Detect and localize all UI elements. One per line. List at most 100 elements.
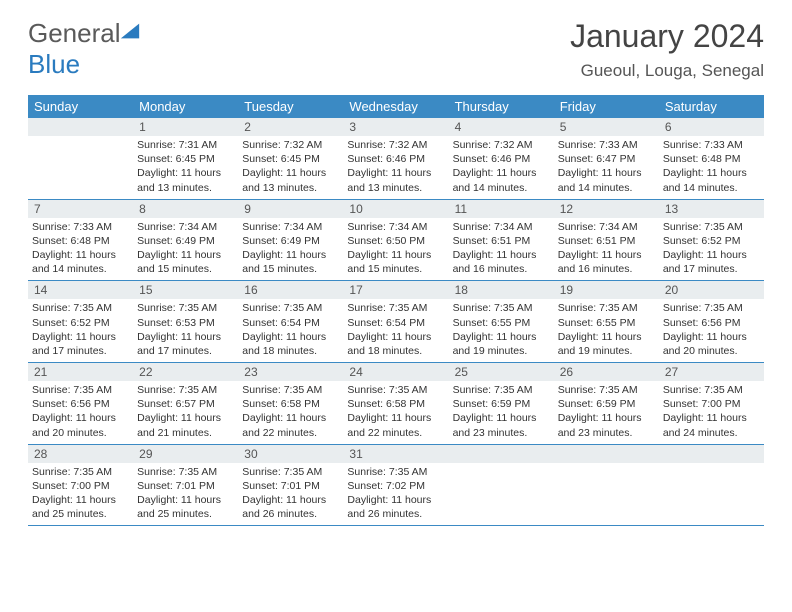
sunset-text: Sunset: 6:58 PM (242, 397, 339, 411)
day-content: Sunrise: 7:32 AMSunset: 6:46 PMDaylight:… (453, 138, 550, 195)
brand-text-1: General (28, 18, 121, 48)
day-content: Sunrise: 7:35 AMSunset: 6:54 PMDaylight:… (347, 301, 444, 358)
day-content: Sunrise: 7:31 AMSunset: 6:45 PMDaylight:… (137, 138, 234, 195)
daylight-text: Daylight: 11 hours and 21 minutes. (137, 411, 234, 439)
day-cell: Sunrise: 7:35 AMSunset: 6:58 PMDaylight:… (238, 381, 343, 444)
sunset-text: Sunset: 6:53 PM (137, 316, 234, 330)
day-content: Sunrise: 7:35 AMSunset: 7:01 PMDaylight:… (137, 465, 234, 522)
daylight-text: Daylight: 11 hours and 17 minutes. (663, 248, 760, 276)
day-content: Sunrise: 7:35 AMSunset: 6:52 PMDaylight:… (32, 301, 129, 358)
day-number (659, 444, 764, 463)
day-cell: Sunrise: 7:35 AMSunset: 6:56 PMDaylight:… (659, 299, 764, 362)
sunrise-text: Sunrise: 7:35 AM (137, 383, 234, 397)
sunrise-text: Sunrise: 7:35 AM (453, 301, 550, 315)
day-content: Sunrise: 7:35 AMSunset: 7:00 PMDaylight:… (32, 465, 129, 522)
sunset-text: Sunset: 6:54 PM (242, 316, 339, 330)
month-title: January 2024 (570, 18, 764, 55)
brand-text: GeneralBlue (28, 18, 141, 80)
day-number (554, 444, 659, 463)
day-cell: Sunrise: 7:35 AMSunset: 6:52 PMDaylight:… (28, 299, 133, 362)
day-cell: Sunrise: 7:35 AMSunset: 6:57 PMDaylight:… (133, 381, 238, 444)
day-cell: Sunrise: 7:33 AMSunset: 6:47 PMDaylight:… (554, 136, 659, 199)
day-cell: Sunrise: 7:34 AMSunset: 6:50 PMDaylight:… (343, 218, 448, 281)
day-cell: Sunrise: 7:35 AMSunset: 6:59 PMDaylight:… (554, 381, 659, 444)
day-content: Sunrise: 7:35 AMSunset: 7:00 PMDaylight:… (663, 383, 760, 440)
daylight-text: Daylight: 11 hours and 22 minutes. (347, 411, 444, 439)
day-number: 18 (449, 281, 554, 300)
day-number-row: 21222324252627 (28, 363, 764, 382)
weekday-header: Saturday (659, 95, 764, 118)
day-cell: Sunrise: 7:35 AMSunset: 6:59 PMDaylight:… (449, 381, 554, 444)
day-cell: Sunrise: 7:35 AMSunset: 6:58 PMDaylight:… (343, 381, 448, 444)
sunset-text: Sunset: 7:01 PM (137, 479, 234, 493)
sunrise-text: Sunrise: 7:34 AM (347, 220, 444, 234)
sunset-text: Sunset: 6:45 PM (242, 152, 339, 166)
day-cell: Sunrise: 7:34 AMSunset: 6:51 PMDaylight:… (449, 218, 554, 281)
daylight-text: Daylight: 11 hours and 23 minutes. (558, 411, 655, 439)
sunset-text: Sunset: 6:59 PM (558, 397, 655, 411)
sunrise-text: Sunrise: 7:35 AM (242, 465, 339, 479)
weekday-header-row: SundayMondayTuesdayWednesdayThursdayFrid… (28, 95, 764, 118)
sunset-text: Sunset: 6:49 PM (242, 234, 339, 248)
weekday-header: Monday (133, 95, 238, 118)
day-number: 2 (238, 118, 343, 136)
sunset-text: Sunset: 6:49 PM (137, 234, 234, 248)
daylight-text: Daylight: 11 hours and 20 minutes. (663, 330, 760, 358)
sunrise-text: Sunrise: 7:35 AM (242, 383, 339, 397)
day-content: Sunrise: 7:34 AMSunset: 6:51 PMDaylight:… (558, 220, 655, 277)
daylight-text: Daylight: 11 hours and 25 minutes. (137, 493, 234, 521)
day-number: 26 (554, 363, 659, 382)
daylight-text: Daylight: 11 hours and 16 minutes. (453, 248, 550, 276)
sunset-text: Sunset: 6:56 PM (663, 316, 760, 330)
day-cell: Sunrise: 7:35 AMSunset: 7:01 PMDaylight:… (133, 463, 238, 526)
daylight-text: Daylight: 11 hours and 18 minutes. (347, 330, 444, 358)
day-number (449, 444, 554, 463)
day-cell (28, 136, 133, 199)
daylight-text: Daylight: 11 hours and 26 minutes. (347, 493, 444, 521)
day-number: 7 (28, 199, 133, 218)
sunrise-text: Sunrise: 7:35 AM (242, 301, 339, 315)
day-cell: Sunrise: 7:35 AMSunset: 6:55 PMDaylight:… (554, 299, 659, 362)
day-number: 25 (449, 363, 554, 382)
day-content: Sunrise: 7:32 AMSunset: 6:45 PMDaylight:… (242, 138, 339, 195)
day-number: 16 (238, 281, 343, 300)
sunset-text: Sunset: 6:51 PM (558, 234, 655, 248)
weekday-header: Tuesday (238, 95, 343, 118)
day-number: 14 (28, 281, 133, 300)
sunrise-text: Sunrise: 7:32 AM (347, 138, 444, 152)
sunrise-text: Sunrise: 7:33 AM (558, 138, 655, 152)
title-block: January 2024 Gueoul, Louga, Senegal (570, 18, 764, 81)
day-cell: Sunrise: 7:35 AMSunset: 7:00 PMDaylight:… (28, 463, 133, 526)
day-number: 11 (449, 199, 554, 218)
day-content: Sunrise: 7:32 AMSunset: 6:46 PMDaylight:… (347, 138, 444, 195)
week-row: Sunrise: 7:35 AMSunset: 6:52 PMDaylight:… (28, 299, 764, 362)
day-number: 6 (659, 118, 764, 136)
sunset-text: Sunset: 6:55 PM (453, 316, 550, 330)
sunrise-text: Sunrise: 7:33 AM (32, 220, 129, 234)
sunset-text: Sunset: 6:52 PM (663, 234, 760, 248)
sunset-text: Sunset: 6:55 PM (558, 316, 655, 330)
day-content: Sunrise: 7:35 AMSunset: 7:01 PMDaylight:… (242, 465, 339, 522)
sunset-text: Sunset: 7:02 PM (347, 479, 444, 493)
day-number: 19 (554, 281, 659, 300)
day-number-row: 78910111213 (28, 199, 764, 218)
day-number-row: 123456 (28, 118, 764, 136)
day-number: 22 (133, 363, 238, 382)
daylight-text: Daylight: 11 hours and 15 minutes. (137, 248, 234, 276)
day-number-row: 28293031 (28, 444, 764, 463)
sunset-text: Sunset: 6:48 PM (32, 234, 129, 248)
day-number: 10 (343, 199, 448, 218)
day-content: Sunrise: 7:33 AMSunset: 6:47 PMDaylight:… (558, 138, 655, 195)
sunrise-text: Sunrise: 7:35 AM (137, 301, 234, 315)
sunset-text: Sunset: 6:50 PM (347, 234, 444, 248)
day-number: 3 (343, 118, 448, 136)
daylight-text: Daylight: 11 hours and 26 minutes. (242, 493, 339, 521)
daylight-text: Daylight: 11 hours and 17 minutes. (32, 330, 129, 358)
daylight-text: Daylight: 11 hours and 18 minutes. (242, 330, 339, 358)
day-cell: Sunrise: 7:35 AMSunset: 6:52 PMDaylight:… (659, 218, 764, 281)
day-content: Sunrise: 7:35 AMSunset: 7:02 PMDaylight:… (347, 465, 444, 522)
day-content: Sunrise: 7:35 AMSunset: 6:59 PMDaylight:… (558, 383, 655, 440)
week-row: Sunrise: 7:35 AMSunset: 6:56 PMDaylight:… (28, 381, 764, 444)
day-number (28, 118, 133, 136)
sunset-text: Sunset: 6:59 PM (453, 397, 550, 411)
